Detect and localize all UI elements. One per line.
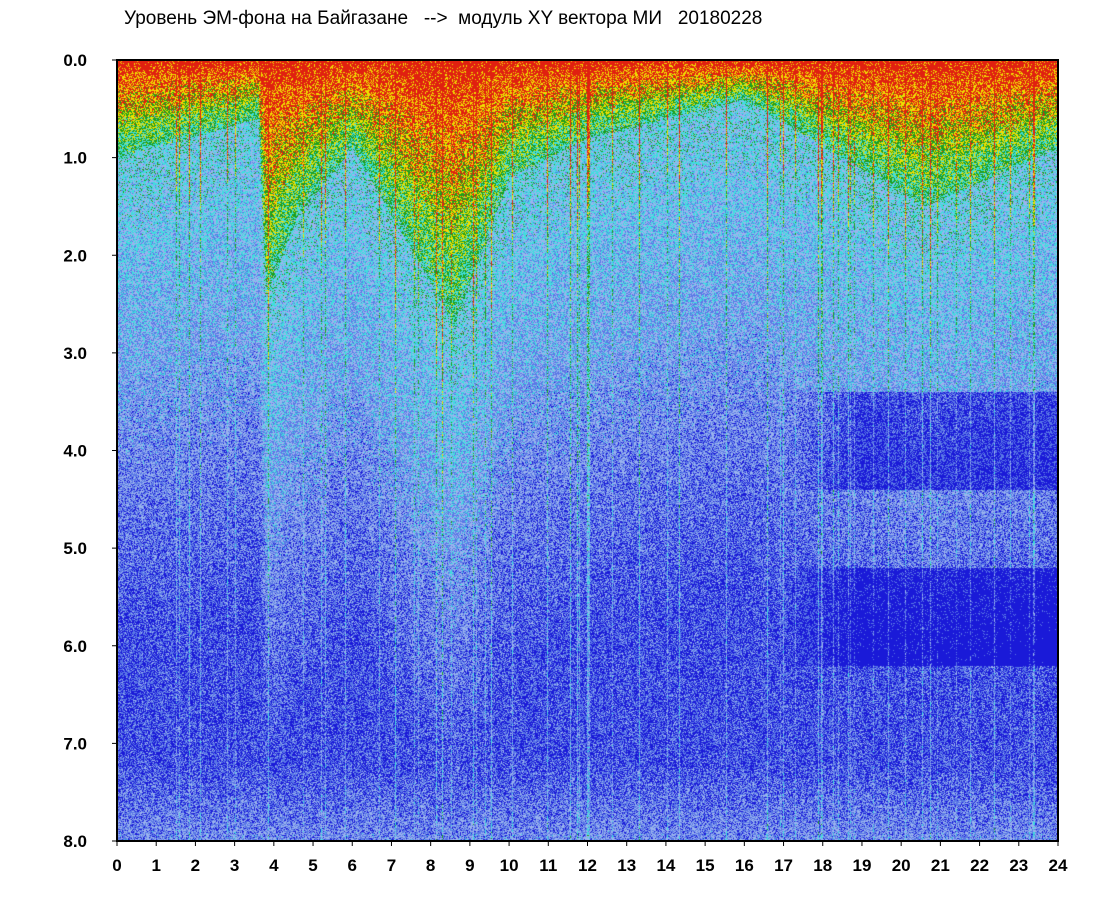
y-tick-label: 2.0 [63,246,87,265]
y-tick-label: 8.0 [63,832,87,851]
x-tick-label: 21 [931,856,950,875]
chart-title: Уровень ЭМ-фона на Байгазане --> модуль … [124,8,763,29]
x-tick-label: 9 [465,856,474,875]
x-tick-label: 24 [1049,856,1068,875]
x-tick-label: 20 [892,856,911,875]
y-tick-label: 1.0 [63,149,87,168]
x-tick-label: 3 [230,856,239,875]
x-tick-label: 16 [735,856,754,875]
y-tick-label: 7.0 [63,734,87,753]
y-axis: 0.0 1.0 2.0 3.0 4.0 5.0 6.0 7.0 8.0 [63,51,117,851]
x-tick-label: 12 [578,856,597,875]
x-tick-label: 18 [813,856,832,875]
x-tick-label: 4 [269,856,279,875]
x-tick-label: 22 [970,856,989,875]
x-tick-label: 17 [774,856,793,875]
y-tick-label: 3.0 [63,344,87,363]
x-tick-label: 11 [539,856,557,875]
x-tick-label: 8 [426,856,435,875]
x-tick-label: 13 [617,856,636,875]
x-tick-label: 19 [852,856,871,875]
y-tick-label: 6.0 [63,637,87,656]
y-tick-label: 4.0 [63,442,87,461]
heatmap-image [117,60,1058,841]
plot-area [117,60,1058,841]
x-tick-label: 6 [348,856,357,875]
x-axis: 0 1 2 3 4 5 6 7 8 9 10 11 12 13 14 15 16 17 18 19 20 21 22 23 24 [112,841,1068,875]
y-tick-label: 5.0 [63,539,87,558]
x-tick-label: 2 [191,856,200,875]
x-tick-label: 5 [308,856,317,875]
x-tick-label: 10 [500,856,519,875]
x-tick-label: 15 [696,856,715,875]
x-tick-label: 0 [112,856,121,875]
x-tick-label: 23 [1009,856,1028,875]
x-tick-label: 7 [387,856,396,875]
x-tick-label: 14 [656,856,675,875]
y-tick-label: 0.0 [63,51,87,70]
x-tick-label: 1 [151,856,160,875]
